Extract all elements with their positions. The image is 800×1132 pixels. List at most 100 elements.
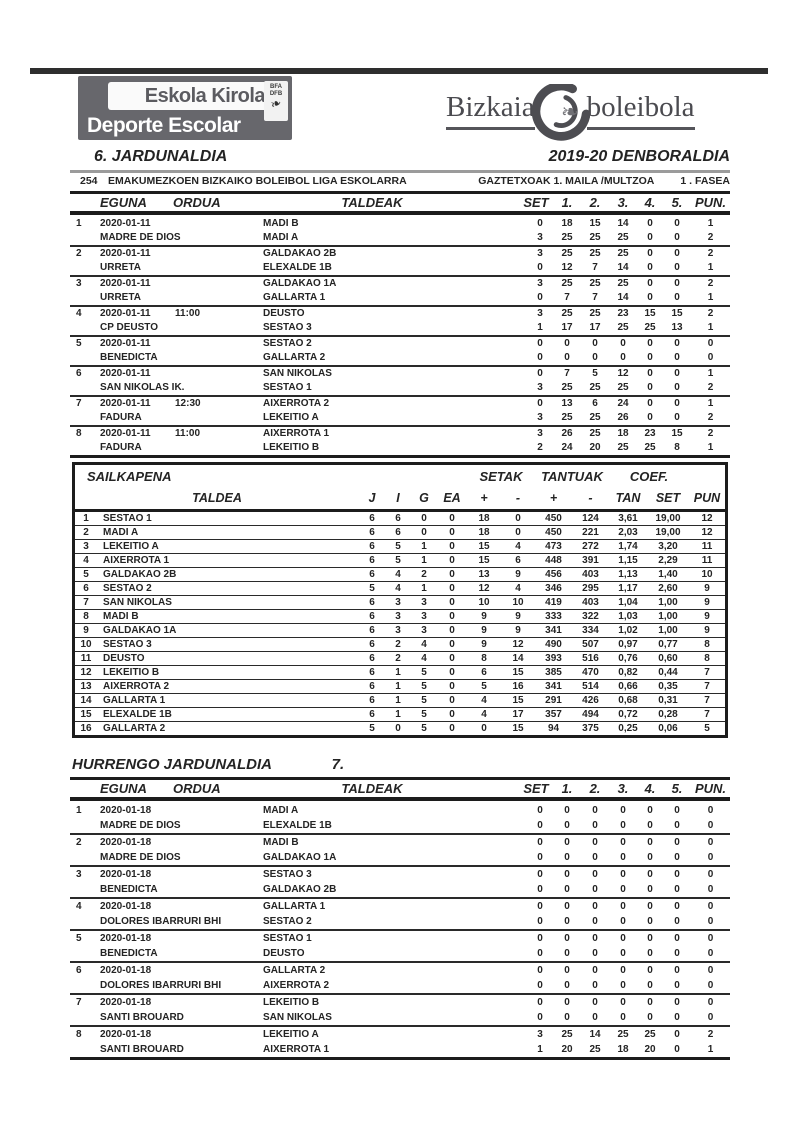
set-3-score: 0 bbox=[620, 948, 626, 959]
match-date: 2020-01-11 bbox=[100, 248, 151, 259]
team-name: AIXERROTA 2 bbox=[103, 681, 170, 692]
rank: 2 bbox=[83, 527, 89, 538]
points-for: 448 bbox=[545, 555, 562, 566]
tan-coef: 0,97 bbox=[618, 639, 638, 650]
rank: 4 bbox=[83, 555, 89, 566]
gray-divider bbox=[70, 170, 730, 173]
team-cell: 1 SESTAO 1 bbox=[75, 512, 359, 525]
match-club: SANTI BROUARD bbox=[100, 1012, 184, 1023]
won: 1 bbox=[395, 695, 401, 706]
set-1-score: 0 bbox=[564, 916, 570, 927]
match-number: 4 bbox=[76, 308, 82, 319]
set-3-score: 0 bbox=[620, 916, 626, 927]
set-3-score: 18 bbox=[617, 1044, 629, 1055]
rank: 1 bbox=[83, 513, 89, 524]
sets-won: 0 bbox=[537, 965, 543, 976]
set-4-score: 20 bbox=[644, 1044, 656, 1055]
set-1-score: 25 bbox=[561, 308, 573, 319]
col-set5: 5. bbox=[671, 194, 683, 210]
set-4-score: 0 bbox=[647, 382, 653, 393]
standings-row: 7 SAN NIKOLAS 6 3 3 0 10 10 419 403 1,04 1,00 9 bbox=[75, 596, 725, 610]
match-number: 8 bbox=[76, 428, 82, 439]
set-coef: 1,40 bbox=[658, 569, 678, 580]
set-2-score: 0 bbox=[592, 1012, 598, 1023]
match-row: 1 2020-01-18 MADI A 0 0 0 0 0 0 0 bbox=[70, 803, 730, 818]
set-1-score: 0 bbox=[564, 338, 570, 349]
standings-row: 11 DEUSTO 6 2 4 0 8 14 393 516 0,76 0,60 8 bbox=[75, 652, 725, 666]
next-round-table: 1 2020-01-18 MADI A 0 0 0 0 0 0 0 MADRE DE DIOS ELE… bbox=[70, 803, 730, 1060]
team-cell: 5 GALDAKAO 2B bbox=[75, 568, 359, 581]
standings-row: 8 MADI B 6 3 3 0 9 9 333 322 1,03 1,00 9 bbox=[75, 610, 725, 624]
set-1-score: 7 bbox=[564, 292, 570, 303]
sets-against: 12 bbox=[512, 639, 524, 650]
set-3-score: 23 bbox=[617, 308, 629, 319]
points-against: 322 bbox=[582, 611, 599, 622]
rank: 13 bbox=[80, 681, 92, 692]
set-1-score: 0 bbox=[564, 1012, 570, 1023]
rank: 16 bbox=[80, 723, 92, 734]
group-coef: COEF. bbox=[629, 469, 669, 484]
set-2-score: 15 bbox=[589, 218, 601, 229]
sets-won: 0 bbox=[537, 980, 543, 991]
match-row: 3 2020-01-11 GALDAKAO 1A 3 25 25 25 0 0 2 bbox=[70, 277, 730, 291]
set-coef: 1,00 bbox=[658, 597, 678, 608]
points-for: 291 bbox=[545, 695, 562, 706]
col-eguna: EGUNA bbox=[100, 780, 147, 796]
team-name: MADI A bbox=[263, 232, 299, 243]
rank: 11 bbox=[80, 653, 92, 664]
points-against: 494 bbox=[582, 709, 599, 720]
match-date: 2020-01-18 bbox=[100, 1029, 152, 1040]
match-points: 0 bbox=[707, 916, 714, 927]
points-against: 470 bbox=[582, 667, 599, 678]
set-5-score: 0 bbox=[674, 820, 680, 831]
col-tant-minus: - bbox=[588, 491, 593, 505]
team-cell: 9 GALDAKAO 1A bbox=[75, 624, 359, 637]
tan-coef: 2,03 bbox=[618, 527, 638, 538]
divider bbox=[70, 777, 730, 780]
set-1-score: 0 bbox=[564, 965, 570, 976]
tan-coef: 1,17 bbox=[618, 583, 638, 594]
won: 5 bbox=[395, 555, 401, 566]
match-points: 0 bbox=[707, 352, 714, 363]
set-5-score: 0 bbox=[674, 1012, 680, 1023]
set-2-score: 0 bbox=[592, 980, 598, 991]
team-name: AIXERROTA 1 bbox=[263, 428, 330, 439]
match: 3 2020-01-11 GALDAKAO 1A 3 25 25 25 0 0 2 URRETA GA… bbox=[70, 277, 730, 307]
match-club: SANTI BROUARD bbox=[100, 1044, 184, 1055]
played: 6 bbox=[369, 667, 375, 678]
set-5-score: 8 bbox=[674, 442, 680, 453]
match-time: 11:00 bbox=[175, 428, 201, 439]
standings-title: SAILKAPENA bbox=[87, 469, 172, 484]
sets-against: 15 bbox=[512, 667, 524, 678]
set-3-score: 0 bbox=[620, 869, 626, 880]
col-ordua: ORDUA bbox=[173, 780, 221, 796]
match-row: 3 2020-01-18 SESTAO 3 0 0 0 0 0 0 0 bbox=[70, 867, 730, 882]
next-round-title-row: HURRENGO JARDUNALDIA 7. bbox=[72, 756, 344, 773]
set-1-score: 20 bbox=[561, 1044, 573, 1055]
set-5-score: 15 bbox=[671, 308, 683, 319]
match-date: 2020-01-18 bbox=[100, 933, 152, 944]
set-4-score: 0 bbox=[647, 412, 653, 423]
match-club: MADRE DE DIOS bbox=[100, 852, 181, 863]
set-1-score: 0 bbox=[564, 884, 570, 895]
match: 6 2020-01-18 GALLARTA 2 0 0 0 0 0 0 0 DOLORES IBAR… bbox=[70, 963, 730, 995]
sets-for: 9 bbox=[481, 639, 487, 650]
set-4-score: 0 bbox=[647, 805, 653, 816]
match-date: 2020-01-11 bbox=[100, 218, 151, 229]
tan-coef: 0,68 bbox=[618, 695, 638, 706]
sets-won: 0 bbox=[537, 948, 543, 959]
set-5-score: 0 bbox=[674, 278, 680, 289]
lost: 3 bbox=[421, 611, 427, 622]
set-5-score: 0 bbox=[674, 933, 680, 944]
league-category: GAZTETXOAK 1. MAILA /MULTZOA bbox=[478, 175, 655, 187]
set-3-score: 0 bbox=[620, 965, 626, 976]
team-name: MADI B bbox=[263, 837, 299, 848]
standings-row: 14 GALLARTA 1 6 1 5 0 4 15 291 426 0,68 0,31 7 bbox=[75, 694, 725, 708]
lost: 2 bbox=[421, 569, 427, 580]
set-1-score: 17 bbox=[561, 322, 573, 333]
played: 5 bbox=[369, 723, 375, 734]
lost: 1 bbox=[421, 583, 427, 594]
match-club: CP DEUSTO bbox=[100, 322, 158, 333]
points: 8 bbox=[704, 653, 710, 664]
team-name: GALDAKAO 2B bbox=[263, 248, 337, 259]
